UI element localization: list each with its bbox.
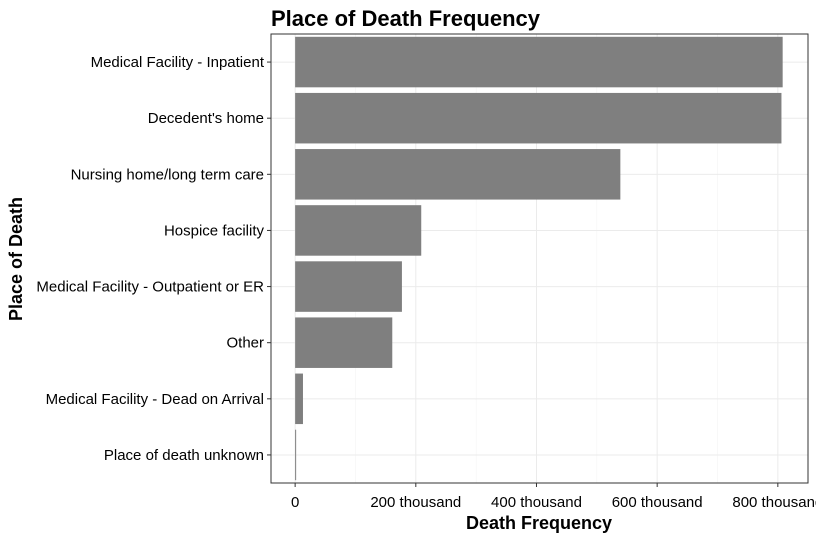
- y-tick-label: Medical Facility - Dead on Arrival: [46, 391, 264, 408]
- bar: [295, 373, 303, 425]
- y-axis-ticks: Medical Facility - Inpatient Decedent's h…: [36, 54, 271, 464]
- chart-title: Place of Death Frequency: [271, 6, 541, 31]
- bar: [295, 205, 422, 256]
- bar: [295, 36, 783, 88]
- bars: [295, 36, 783, 481]
- y-tick-label: Place of death unknown: [104, 447, 264, 464]
- x-axis-title: Death Frequency: [466, 513, 612, 533]
- bar: [295, 317, 393, 368]
- bar: [295, 149, 621, 200]
- x-tick-label: 800 thousand: [732, 494, 816, 511]
- x-axis-ticks: 0 200 thousand 400 thousand 600 thousand 800…: [291, 483, 816, 511]
- bar: [295, 429, 297, 481]
- y-tick-label: Hospice facility: [164, 222, 265, 239]
- y-tick-label: Nursing home/long term care: [71, 166, 264, 183]
- bar: [295, 261, 402, 312]
- x-tick-label: 200 thousand: [370, 494, 461, 511]
- y-tick-label: Medical Facility - Inpatient: [91, 54, 265, 71]
- x-tick-label: 0: [291, 494, 299, 511]
- plot-border: [270, 33, 809, 484]
- y-tick-label: Medical Facility - Outpatient or ER: [36, 279, 264, 296]
- x-tick-label: 600 thousand: [612, 494, 703, 511]
- bar: [295, 92, 782, 144]
- x-tick-label: 400 thousand: [491, 494, 582, 511]
- y-tick-label: Decedent's home: [148, 110, 264, 127]
- y-axis-title: Place of Death: [6, 197, 26, 321]
- y-tick-label: Other: [226, 335, 264, 352]
